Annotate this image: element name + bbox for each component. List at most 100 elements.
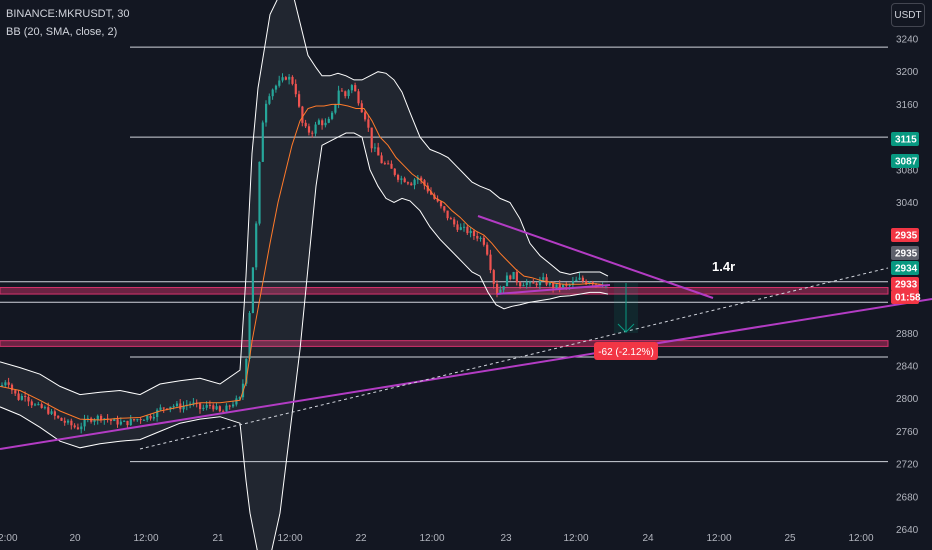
price-tag-1: 3087 — [891, 154, 919, 168]
symbol-title[interactable]: BINANCE:MKRUSDT, 30 — [6, 8, 130, 20]
candle-body — [172, 406, 175, 408]
candle — [317, 118, 320, 125]
candle-body — [274, 85, 278, 90]
candle — [476, 232, 479, 242]
candle — [321, 118, 324, 130]
candle-body — [350, 85, 353, 91]
candle-body — [14, 390, 17, 394]
candle-body — [225, 405, 228, 412]
candle — [133, 418, 136, 422]
candle-body — [393, 168, 396, 175]
candle-body — [156, 409, 159, 417]
bollinger-band-fill — [0, 0, 608, 550]
candle-body — [469, 230, 472, 234]
measure-label-box — [594, 342, 658, 360]
candle-body — [380, 155, 383, 164]
candle-body — [360, 103, 363, 113]
candle-body — [73, 425, 76, 428]
candle-body — [189, 403, 192, 405]
candle-body — [271, 89, 274, 97]
candle-body — [215, 406, 218, 410]
candle — [70, 418, 73, 430]
candle-body — [571, 281, 575, 285]
candle — [357, 88, 360, 106]
candle-body — [96, 415, 99, 420]
candle — [73, 423, 76, 429]
candle — [525, 279, 528, 289]
candle-body — [535, 283, 538, 286]
candle — [86, 415, 89, 423]
candle — [545, 273, 548, 287]
candle-body — [558, 284, 561, 288]
candle-body — [397, 175, 400, 180]
time-axis-tick-9: 24 — [642, 533, 654, 544]
candle — [472, 229, 476, 240]
candle — [535, 282, 538, 288]
candle-body — [159, 407, 162, 410]
candle — [393, 168, 396, 177]
candle-body — [585, 281, 588, 284]
candle-body — [218, 406, 221, 412]
price-zones — [0, 287, 889, 347]
price-tag-box — [891, 228, 919, 242]
candle-body — [334, 104, 337, 113]
candle — [304, 119, 307, 128]
candle-body — [212, 405, 215, 410]
candle — [496, 280, 499, 298]
price-tag-box — [891, 277, 919, 291]
price-axis-tick-1: 3200 — [896, 67, 919, 78]
candle-body — [562, 284, 565, 288]
candle-body — [126, 420, 129, 426]
candle-body — [288, 76, 291, 80]
price-zone-1[interactable] — [0, 340, 889, 347]
measure-tool[interactable]: -62 (-2.12%) — [594, 283, 658, 360]
candle-body — [76, 427, 80, 430]
candle — [403, 176, 406, 183]
candle — [367, 114, 370, 132]
currency-button[interactable]: USDT — [891, 3, 925, 27]
candle — [397, 173, 400, 183]
range-bottom-line[interactable] — [496, 284, 611, 295]
candle-body — [301, 106, 304, 123]
candle-body — [265, 103, 268, 123]
candle-body — [463, 226, 466, 228]
candle-body — [222, 411, 225, 413]
candle — [334, 103, 337, 115]
candle-body — [538, 279, 542, 286]
candle-body — [20, 396, 23, 400]
ascending-trendline[interactable] — [0, 298, 932, 450]
candle — [453, 217, 456, 228]
price-axis-tick-13: 2640 — [896, 525, 919, 536]
candle — [284, 76, 287, 81]
dashed-projection-line[interactable] — [139, 267, 889, 450]
descending-trendline[interactable] — [477, 215, 714, 299]
price-axis-tick-12: 2680 — [896, 492, 919, 503]
candle-body — [27, 396, 30, 402]
candle — [274, 84, 278, 93]
candle-body — [169, 406, 172, 410]
bollinger-upper-band — [0, 0, 609, 396]
price-axis-tick-11: 2720 — [896, 460, 919, 471]
candle-body — [199, 403, 202, 410]
candle — [515, 269, 518, 286]
measure-label: -62 (-2.12%) — [598, 347, 654, 358]
candle — [350, 84, 353, 94]
candle — [182, 401, 185, 413]
price-zone-0[interactable] — [0, 287, 889, 295]
time-axis-tick-6: 12:00 — [419, 533, 444, 544]
candle-body — [591, 282, 594, 284]
time-axis-tick-12: 12:00 — [848, 533, 873, 544]
candle-body — [327, 118, 330, 123]
candle-body — [420, 177, 423, 181]
time-axis[interactable]: 12:00 20 12:00 21 12:00 22 12:00 23 12:00 24 12:00… — [0, 533, 874, 544]
candle — [271, 88, 274, 100]
indicator-legend[interactable]: BB (20, SMA, close, 2) — [6, 26, 118, 38]
candle — [324, 118, 327, 128]
candle — [218, 405, 221, 413]
candle — [340, 88, 344, 92]
candle-body — [512, 272, 515, 280]
candle — [575, 276, 578, 282]
candle — [146, 415, 149, 422]
candle-body — [499, 289, 502, 295]
